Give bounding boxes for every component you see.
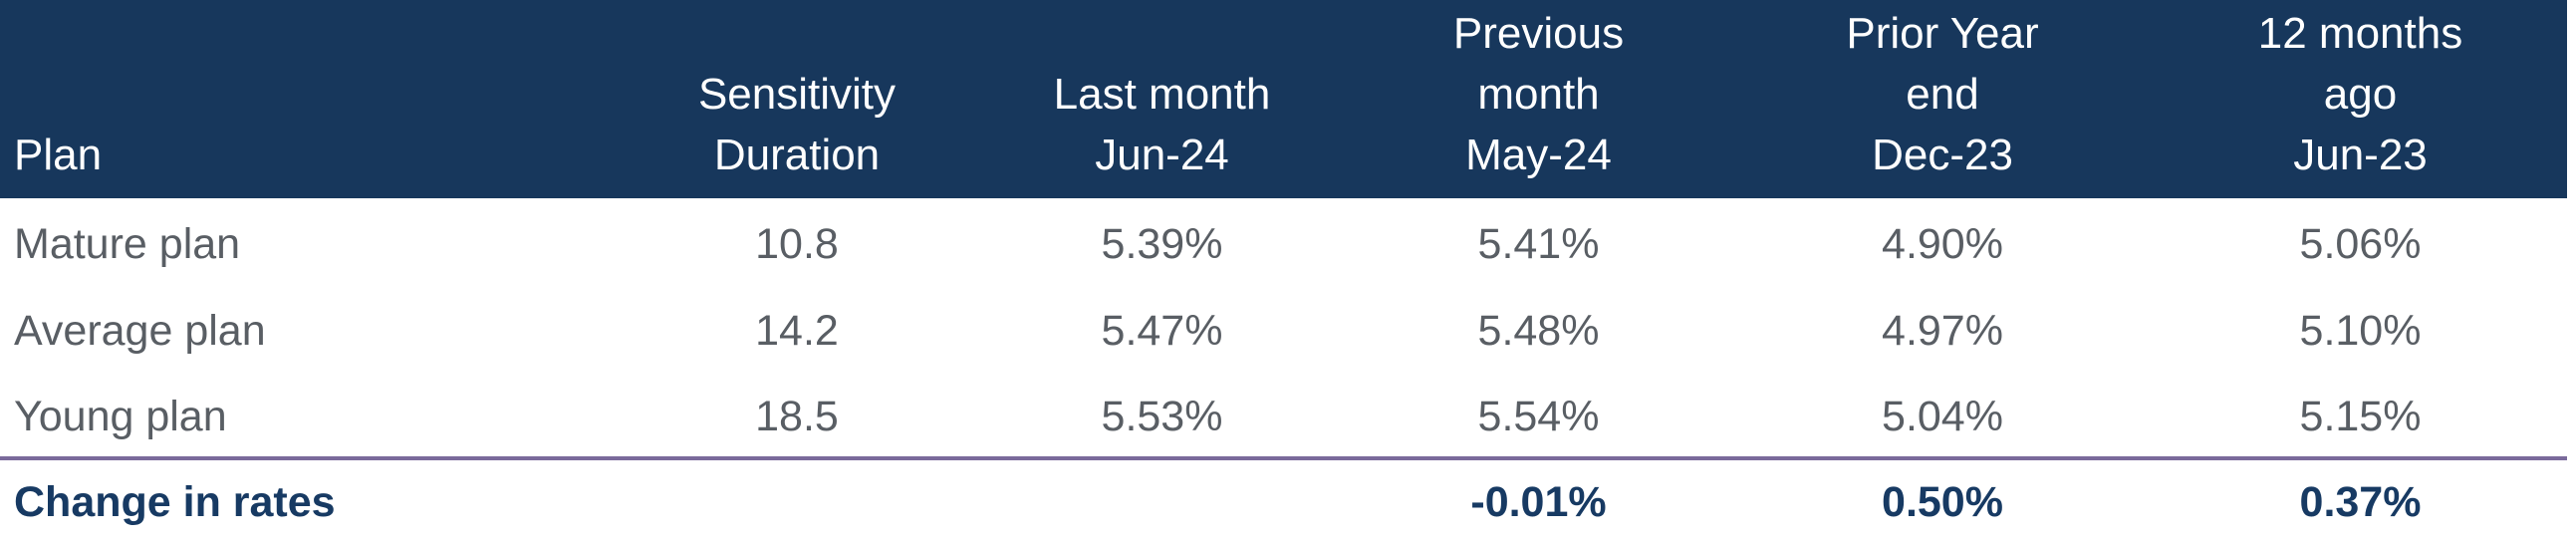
column-header-previous-month: Previous month May-24 [1346,0,1731,198]
cell-previous-month-change: -0.01% [1470,477,1607,526]
cell-previous-month: 5.54% [1346,372,1731,460]
column-header-last-month: Last month Jun-24 [978,0,1346,198]
cell-sensitivity-duration: 10.8 [755,220,839,268]
column-header-prior-year-end: Prior Year end Dec-23 [1731,0,2154,198]
cell-prior-year-end: 5.04% [1731,372,2154,460]
cell-plan-name: Mature plan [14,220,241,268]
cell-last-month: 5.53% [978,372,1346,460]
cell-12-months-ago-change: 0.37% [2299,477,2422,526]
column-header-sensitivity-duration: Sensitivity Duration [616,0,978,198]
cell-last-month-empty [978,458,1346,542]
cell-sensitivity-duration: 14.2 [755,307,839,355]
cell-previous-month: 5.48% [1477,307,1600,355]
cell-12-months-ago: 5.10% [2299,307,2422,355]
table-row-young-plan: Young plan 18.5 5.53% 5.54% 5.04% 5.15% [0,372,2567,460]
cell-last-month: 5.39% [1101,220,1223,268]
cell-sensitivity-duration-empty [616,458,978,542]
cell-sensitivity-duration: 18.5 [616,372,978,460]
cell-12-months-ago: 5.15% [2154,372,2567,460]
table-row-mature-plan: Mature plan 10.8 5.39% 5.41% 4.90% 5.06% [0,198,2567,285]
cell-previous-month: 5.41% [1477,220,1600,268]
table-row-average-plan: Average plan 14.2 5.47% 5.48% 4.97% 5.10… [0,285,2567,372]
cell-12-months-ago: 5.06% [2299,220,2422,268]
cell-plan-name: Average plan [14,307,266,355]
column-header-plan: Plan [0,0,616,198]
column-header-12-months-ago: 12 months ago Jun-23 [2154,0,2567,198]
cell-prior-year-end: 4.90% [1882,220,2003,268]
change-in-rates-label: Change in rates [14,477,336,526]
table-header-row: Plan Sensitivity Duration Last month Jun… [0,0,2567,198]
cell-prior-year-end: 4.97% [1882,307,2003,355]
change-in-rates-row: Change in rates -0.01% 0.50% 0.37% [0,458,2567,542]
cell-plan-name: Young plan [0,372,616,460]
cell-prior-year-end-change: 0.50% [1882,477,2003,526]
cell-last-month: 5.47% [1101,307,1223,355]
